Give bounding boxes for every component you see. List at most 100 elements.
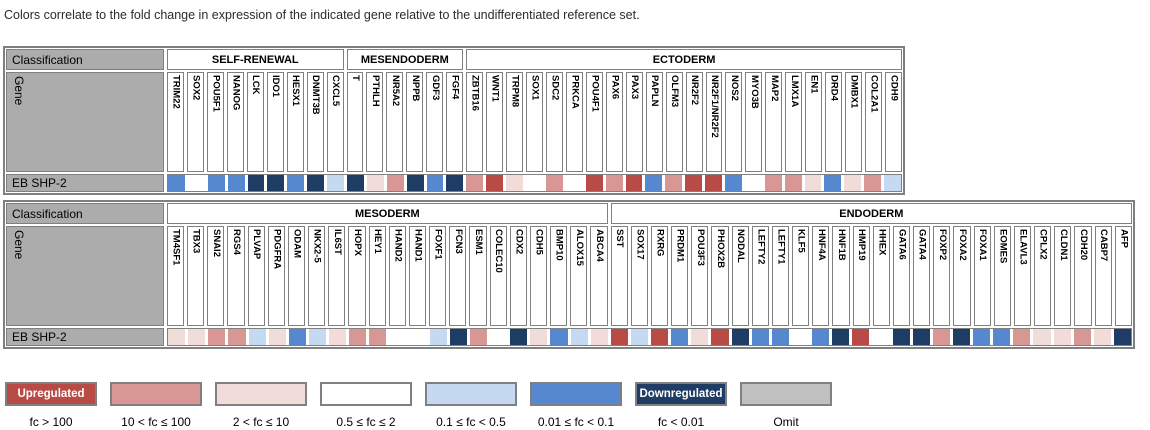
gene-header-cdh5: CDH5 [529, 226, 548, 326]
gene-header: Gene [6, 226, 164, 326]
heat-cell-papln [645, 175, 663, 191]
heat-cell-hnf1b [832, 329, 850, 345]
group-row-cells: SELF-RENEWAL MESENDODERM ECTODERM [167, 49, 902, 70]
heat-cell-tm4sf1 [168, 329, 186, 345]
gene-header-pdgfra: PDGFRA [267, 226, 285, 326]
heat-cell-cplx2 [1033, 329, 1051, 345]
gene-header-nr2f1/nr2f2: NR2F1/NR2F2 [705, 72, 723, 172]
heat-cell-alox15 [570, 329, 588, 345]
legend-item-r3: Upregulated fc > 100 [5, 382, 97, 429]
heat-cell-nr5a2 [386, 175, 404, 191]
legend-swatch-b1 [425, 382, 517, 406]
group-row-cells: MESODERM ENDODERM [167, 203, 1132, 224]
gene-header-dmbx1: DMBX1 [845, 72, 863, 172]
legend-swatch-w [320, 382, 412, 406]
classification-group-ectoderm: ECTODERM [466, 49, 902, 70]
heat-cell-sdc2 [545, 175, 563, 191]
classification-group-self-renewal: SELF-RENEWAL [167, 49, 344, 70]
heat-cell-pax3 [625, 175, 643, 191]
heat-cell-gata6 [892, 329, 910, 345]
heat-cell-abca4 [590, 329, 608, 345]
gene-header-en1: EN1 [805, 72, 823, 172]
gene-header-hand2: HAND2 [388, 226, 406, 326]
heat-cell-cdh5 [530, 329, 548, 345]
heat-cell-foxa2 [952, 329, 970, 345]
heat-cell-pthlh [366, 175, 384, 191]
heat-cell-nr2f2 [685, 175, 703, 191]
legend-item-b2: 0.01 ≤ fc < 0.1 [530, 382, 622, 429]
heat-cell-esm1 [469, 329, 487, 345]
legend-item-r2: 10 < fc ≤ 100 [110, 382, 202, 429]
gene-header-foxa2: FOXA2 [953, 226, 971, 326]
gene-header-hesx1: HESX1 [286, 72, 304, 172]
gene-header-cabp7: CABP7 [1094, 226, 1112, 326]
gene-header-trpm8: TRPM8 [506, 72, 524, 172]
heat-cell-hand1 [409, 329, 427, 345]
heat-cell-sox2 [187, 175, 205, 191]
heat-cell-odam [288, 329, 306, 345]
gene-header-hnf1b: HNF1B [832, 226, 850, 326]
heat-cell-wnt1 [486, 175, 504, 191]
gene-header-afp: AFP [1114, 226, 1132, 326]
heat-cell-cabp7 [1093, 329, 1111, 345]
gene-header-bmp10: BMP10 [550, 226, 568, 326]
heat-cell-gata4 [912, 329, 930, 345]
gene-header-nr5a2: NR5A2 [386, 72, 404, 172]
legend-item-b3: Downregulated fc < 0.01 [635, 382, 727, 429]
classification-header: Classification [6, 203, 164, 224]
heat-cell-phox2b [711, 329, 729, 345]
gene-header-lck: LCK [246, 72, 264, 172]
heat-cell-plvap [248, 329, 266, 345]
heat-cell-pax6 [605, 175, 623, 191]
gene-header-klf5: KLF5 [792, 226, 810, 326]
gene-header-plvap: PLVAP [247, 226, 265, 326]
heat-cell-dnmt3b [307, 175, 325, 191]
legend-range-label: 2 < fc ≤ 10 [232, 415, 290, 429]
legend-swatch-b2 [530, 382, 622, 406]
heat-cell-lefty1 [771, 329, 789, 345]
heat-cell-rxrg [651, 329, 669, 345]
gene-header-fgf4: FGF4 [446, 72, 464, 172]
heat-cell-fgf4 [446, 175, 464, 191]
gene-header-rgs4: RGS4 [227, 226, 245, 326]
heat-cell-cldn1 [1053, 329, 1071, 345]
heat-cell-hnf4a [812, 329, 830, 345]
gene-header-pou4f1: POU4F1 [585, 72, 603, 172]
legend-range-label: fc > 100 [29, 415, 73, 429]
gene-header-dnmt3b: DNMT3B [306, 72, 324, 172]
heat-cell-nanog [227, 175, 245, 191]
gene-header-cldn1: CLDN1 [1054, 226, 1072, 326]
figure-caption: Colors correlate to the fold change in e… [4, 8, 640, 22]
heat-cell-trim22 [168, 175, 185, 191]
legend-swatch-b3: Downregulated [635, 382, 727, 406]
legend-range-label: 0.01 ≤ fc < 0.1 [537, 415, 615, 429]
legend-swatch-r2 [110, 382, 202, 406]
gene-header-pou3f3: POU3F3 [691, 226, 709, 326]
gene-header-colec10: COLEC10 [489, 226, 507, 326]
gene-header-snai2: SNAI2 [207, 226, 225, 326]
heat-cell-il6st [329, 329, 347, 345]
heat-cell-dmbx1 [844, 175, 862, 191]
gene-header-label: Gene [12, 230, 26, 260]
gene-header-prdm1: PRDM1 [671, 226, 689, 326]
legend-range-label: fc < 0.01 [657, 415, 705, 429]
heat-cell-foxp2 [932, 329, 950, 345]
gene-header-rxrg: RXRG [650, 226, 669, 326]
heat-cell-lmx1a [784, 175, 802, 191]
gene-header-col2a1: COL2A1 [865, 72, 883, 172]
classification-group-endoderm: ENDODERM [610, 203, 1132, 224]
gene-header-cdx2: CDX2 [509, 226, 527, 326]
legend: Upregulated fc > 100 10 < fc ≤ 100 2 < fc ≤… [5, 382, 1150, 429]
legend-item-omit: Omit [740, 382, 832, 429]
gene-header-foxa1: FOXA1 [973, 226, 991, 326]
gene-header-pax3: PAX3 [625, 72, 643, 172]
heat-cell-colec10 [490, 329, 508, 345]
heat-cell-hmp19 [852, 329, 870, 345]
legend-item-r1: 2 < fc ≤ 10 [215, 382, 307, 429]
heat-cell-pou3f3 [691, 329, 709, 345]
gene-header-nanog: NANOG [226, 72, 244, 172]
heat-cell-zbtb16 [466, 175, 484, 191]
gene-header-gata4: GATA4 [913, 226, 931, 326]
gene-header-cxcl5: CXCL5 [326, 72, 344, 172]
heat-cell-pou4f1 [585, 175, 603, 191]
